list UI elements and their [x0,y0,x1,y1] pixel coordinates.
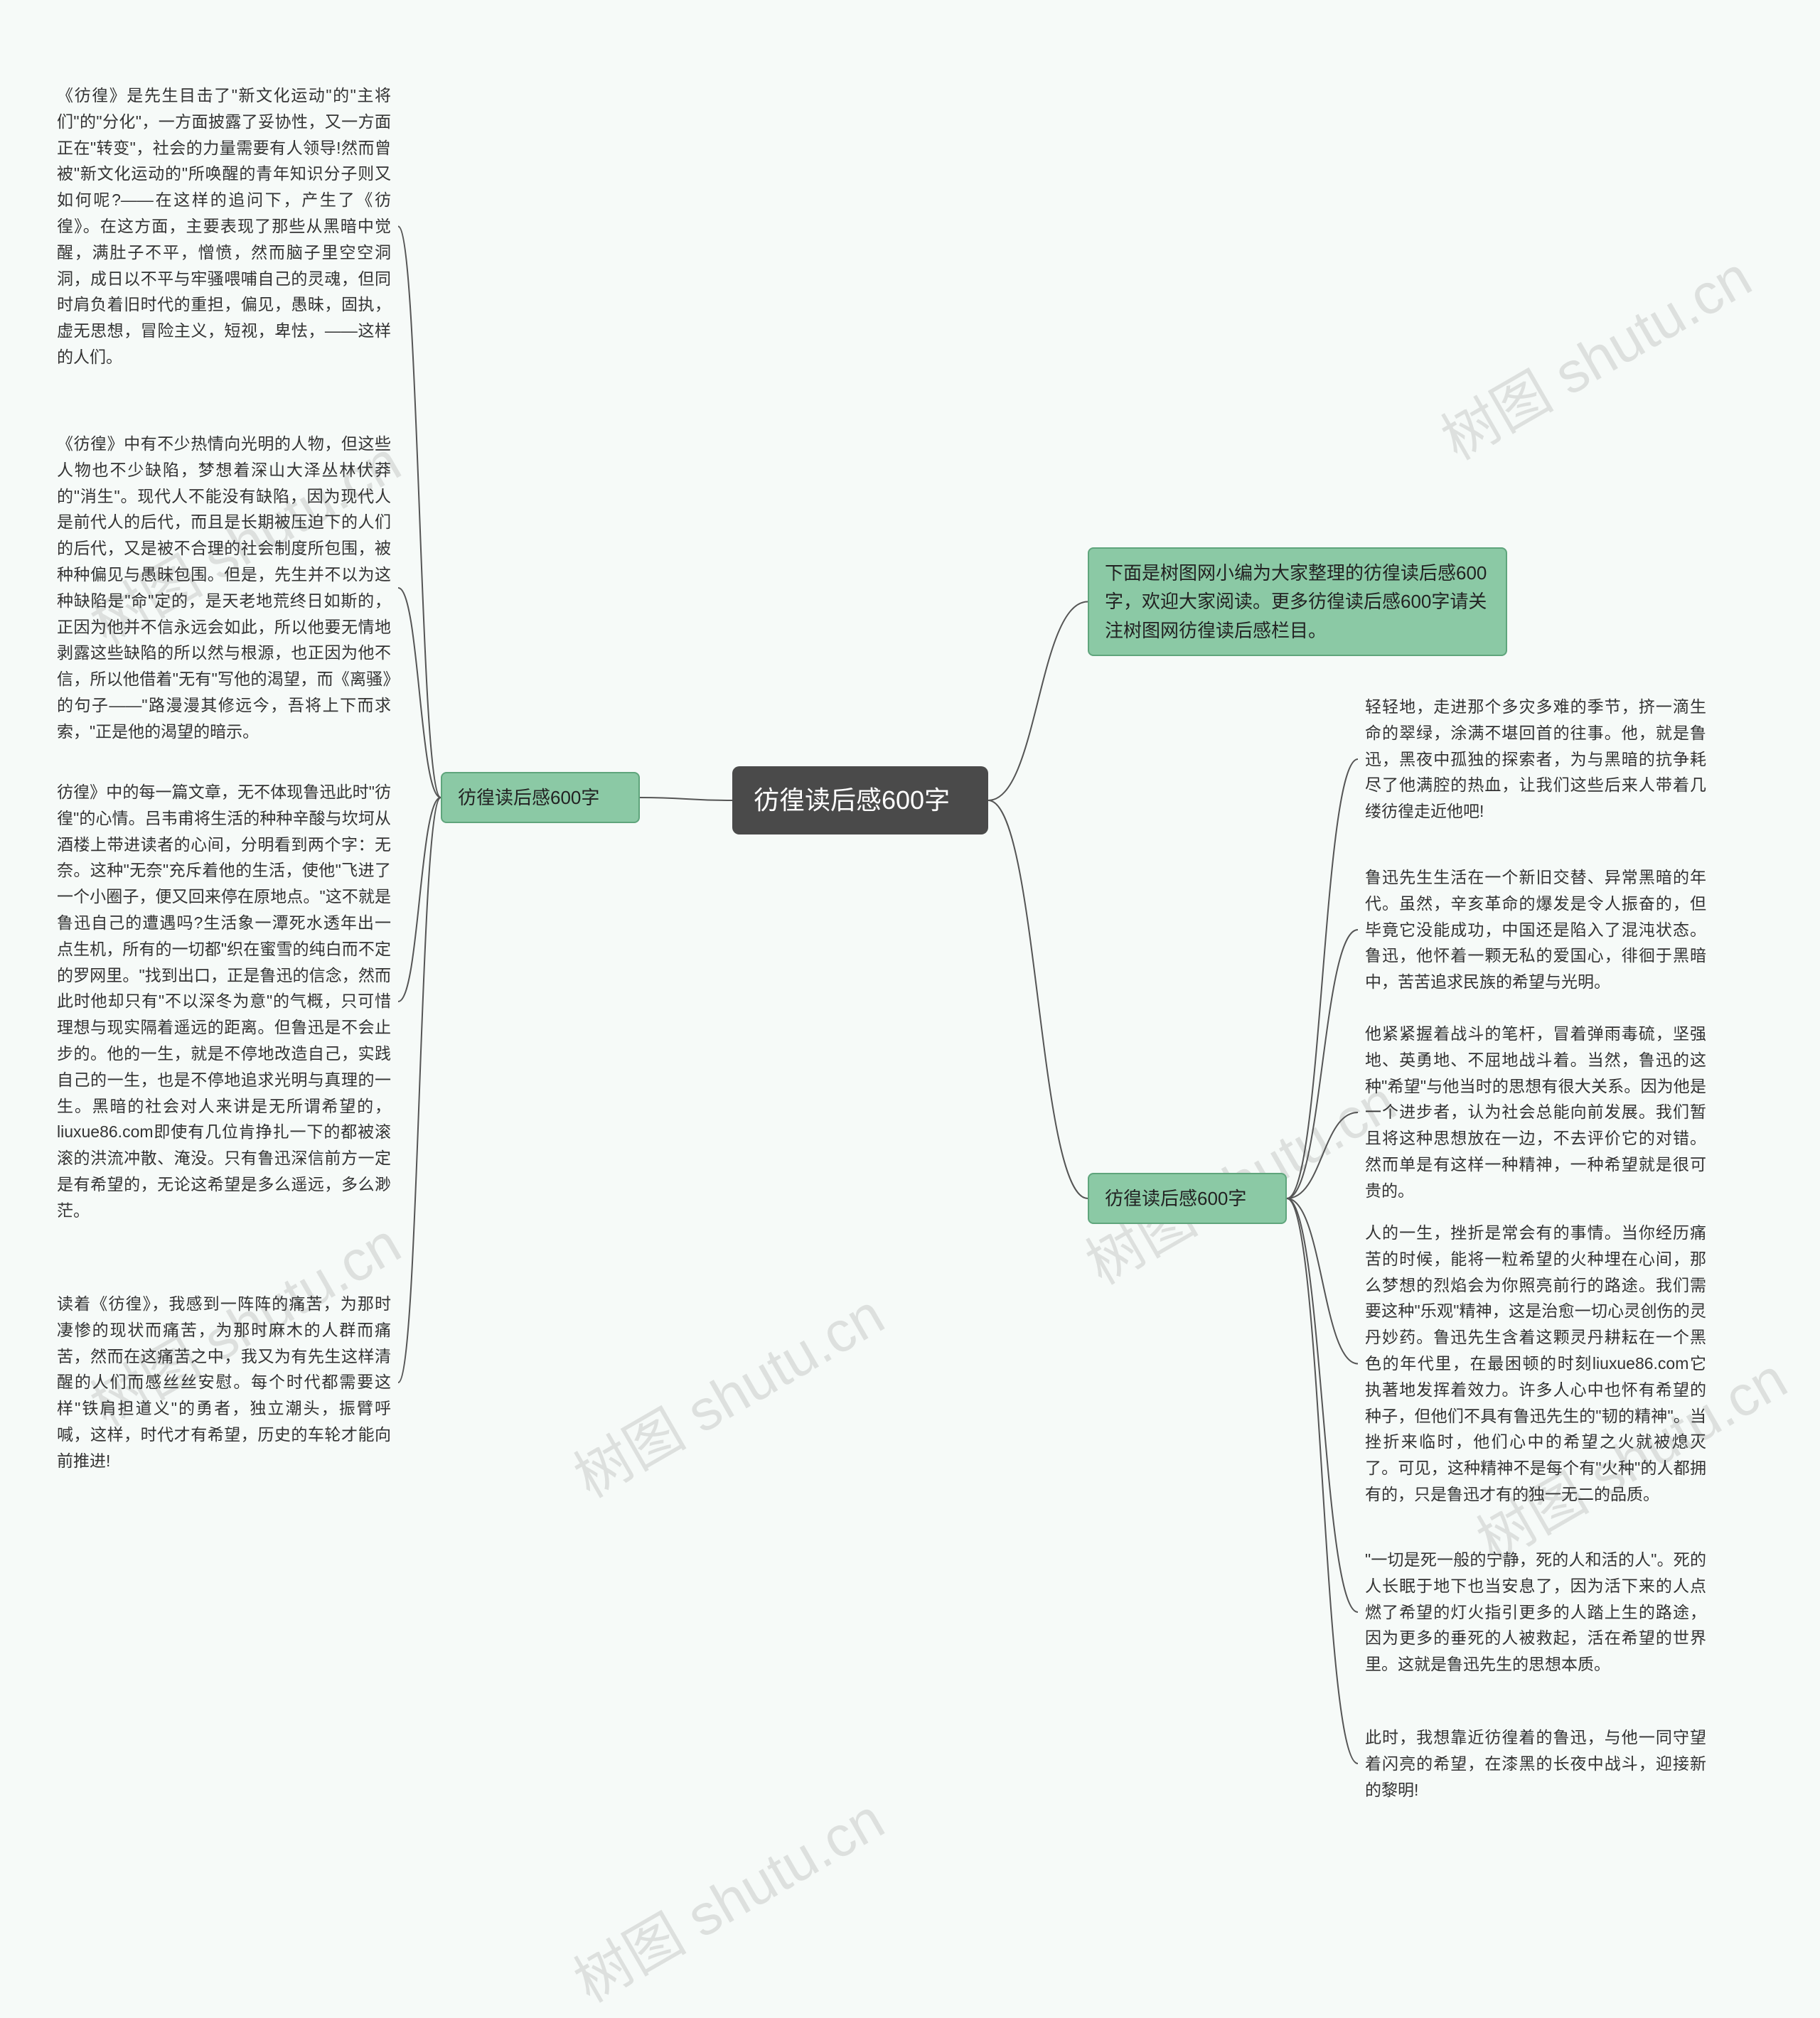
left-leaf: 《彷徨》中有不少热情向光明的人物，但这些人物也不少缺陷，梦想着深山大泽丛林伏莽的… [50,426,398,749]
left-leaf: 读着《彷徨》，我感到一阵阵的痛苦，为那时凄惨的现状而痛苦，为那时麻木的人群而痛苦… [50,1287,398,1478]
right-leaf: "一切是死一般的宁静，死的人和活的人"。死的人长眠于地下也当安息了，因为活下来的… [1358,1542,1713,1682]
right-leaf: 他紧紧握着战斗的笔杆，冒着弹雨毒硫，坚强地、英勇地、不屈地战斗着。当然，鲁迅的这… [1358,1016,1713,1208]
right-branch-node: 彷徨读后感600字 [1088,1173,1287,1224]
right-leaf: 人的一生，挫折是常会有的事情。当你经历痛苦的时候，能将一粒希望的火种埋在心间，那… [1358,1215,1713,1512]
right-leaf: 此时，我想靠近彷徨着的鲁迅，与他一同守望着闪亮的希望，在漆黑的长夜中战斗，迎接新… [1358,1720,1713,1807]
intro-node: 下面是树图网小编为大家整理的彷徨读后感600字，欢迎大家阅读。更多彷徨读后感60… [1088,547,1507,656]
right-leaf: 轻轻地，走进那个多灾多难的季节，挤一滴生命的翠绿，涂满不堪回首的往事。他，就是鲁… [1358,689,1713,829]
watermark: 树图 shutu.cn [557,1270,896,1514]
watermark: 树图 shutu.cn [557,1775,896,2018]
left-leaf: 《彷徨》是先生目击了"新文化运动"的"主将们"的"分化"，一方面披露了妥协性，又… [50,78,398,375]
left-leaf: 彷徨》中的每一篇文章，无不体现鲁迅此时"彷徨"的心情。吕韦甫将生活的种种辛酸与坎… [50,775,398,1228]
watermark: 树图 shutu.cn [1424,232,1764,476]
left-branch-node: 彷徨读后感600字 [441,772,640,823]
center-node: 彷徨读后感600字 [732,766,988,834]
right-leaf: 鲁迅先生生活在一个新旧交替、异常黑暗的年代。虽然，辛亥革命的爆发是令人振奋的，但… [1358,860,1713,999]
